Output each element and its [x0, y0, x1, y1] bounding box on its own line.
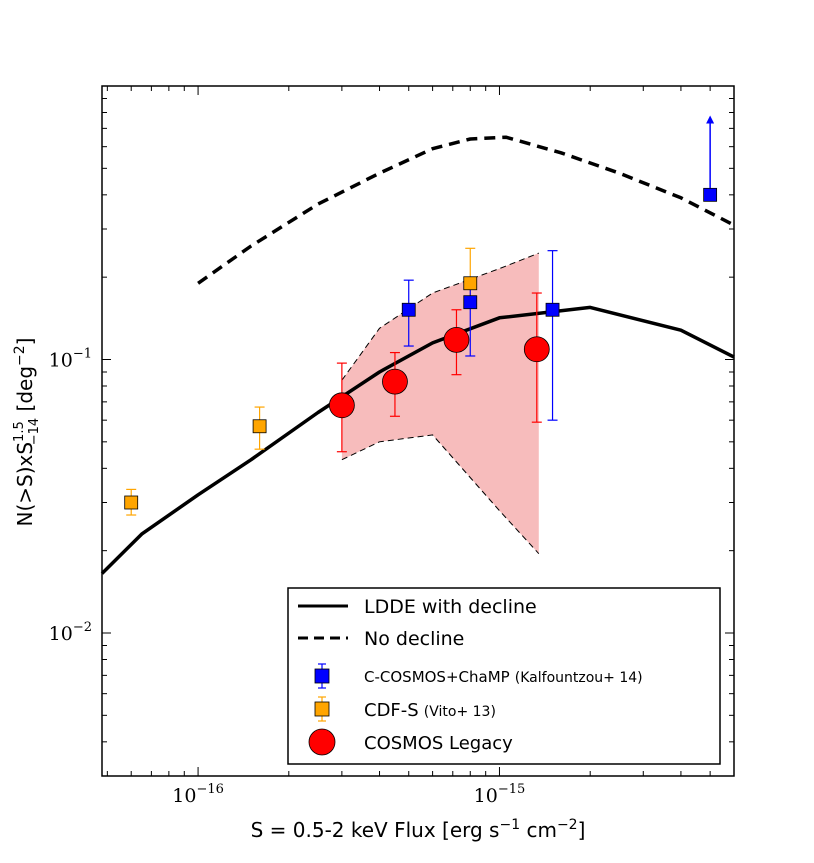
legend-nodecline-label: No decline [364, 628, 464, 650]
cosmos-legacy-point-0 [328, 392, 355, 419]
cosmos-legacy-point-3 [523, 336, 550, 363]
cosmos-band-lower-edge [341, 434, 540, 555]
c-cosmos-champ-point-0 [401, 302, 416, 317]
y-axis-title: N(>S)xS1.5−14 [deg−2] [12, 338, 42, 527]
y-tick-base: 10 [49, 623, 73, 645]
cdf-s-point-1 [252, 419, 267, 434]
x-axis-title-sup2: −2 [557, 817, 578, 833]
legend-cosmos-marker [308, 728, 336, 756]
c-cosmos-champ-point-2 [545, 302, 560, 317]
y-tick-label-0: 10−2 [49, 620, 92, 645]
c-cosmos-champ-point-1 [463, 295, 478, 310]
cosmos-band-layer [341, 252, 540, 555]
legend-ccosmos-marker [314, 668, 330, 684]
cosmos-legacy-point-1 [382, 368, 408, 395]
c-cosmos-champ-limit-arrow-head [706, 115, 715, 124]
y-axis-title-close: ] [13, 338, 37, 346]
x-axis-title-sup1: −1 [499, 817, 520, 833]
x-axis-title-mid: cm [520, 818, 557, 842]
legend-ccosmos-label: C-COSMOS+ChaMP [364, 668, 510, 686]
legend-cdfs-label: CDF-S [364, 700, 419, 721]
y-tick-exponent: −1 [73, 346, 92, 361]
y-axis-title-sup: 1.5 [12, 421, 27, 442]
x-tick-base: 10 [474, 785, 498, 807]
legend-ldde-label: LDDE with decline [364, 596, 537, 618]
x-axis-title: S = 0.5-2 keV Flux [erg s−1 cm−2] [251, 817, 586, 842]
plot-frame [101, 85, 735, 777]
cosmos-band-upper-edge [341, 252, 539, 381]
y-tick-base: 10 [49, 349, 73, 371]
y-axis-title-sup2: −2 [12, 345, 28, 366]
legend-ccosmos-ref: (Kalfountzou+ 14) [515, 670, 643, 686]
legend-cdfs-ref: (Vito+ 13) [424, 704, 496, 720]
y-axis-title-sub: −14 [27, 418, 42, 445]
legend-cdfs-marker [314, 701, 330, 717]
y-tick-label-1: 10−1 [49, 346, 92, 371]
x-tick-label-0: 10−16 [172, 782, 224, 807]
model-lines-layer [100, 135, 735, 575]
legend-frame [287, 587, 721, 765]
cosmos-legacy-point-2 [443, 326, 470, 353]
legend: LDDE with decline No decline C-COSMOS+Ch… [287, 587, 721, 765]
x-tick-exponent: −16 [196, 782, 223, 797]
x-axis-title-end: ] [578, 818, 586, 842]
x-axis-title-main: S = 0.5-2 keV Flux [erg s [251, 818, 500, 842]
x-tick-base: 10 [172, 785, 196, 807]
markers-layer [124, 187, 718, 510]
y-tick-exponent: −2 [73, 620, 92, 635]
model-line-ldde-with-decline [100, 305, 735, 575]
cdf-s-point-0 [124, 495, 139, 510]
y-axis-title-end: [deg [13, 366, 37, 418]
cdf-s-point-2 [463, 276, 478, 291]
legend-ccosmos-text: C-COSMOS+ChaMP (Kalfountzou+ 14) [364, 667, 643, 686]
model-line-no-decline [197, 135, 735, 285]
cosmos-band-fill [341, 253, 539, 554]
legend-cdfs-text: CDF-S (Vito+ 13) [364, 700, 496, 721]
x-tick-exponent: −15 [498, 782, 525, 797]
y-axis-title-main: N(>S)xS [13, 442, 37, 527]
x-tick-label-1: 10−15 [474, 782, 526, 807]
c-cosmos-champ-point-3 [703, 187, 718, 202]
legend-cosmos-label: COSMOS Legacy [364, 733, 513, 754]
